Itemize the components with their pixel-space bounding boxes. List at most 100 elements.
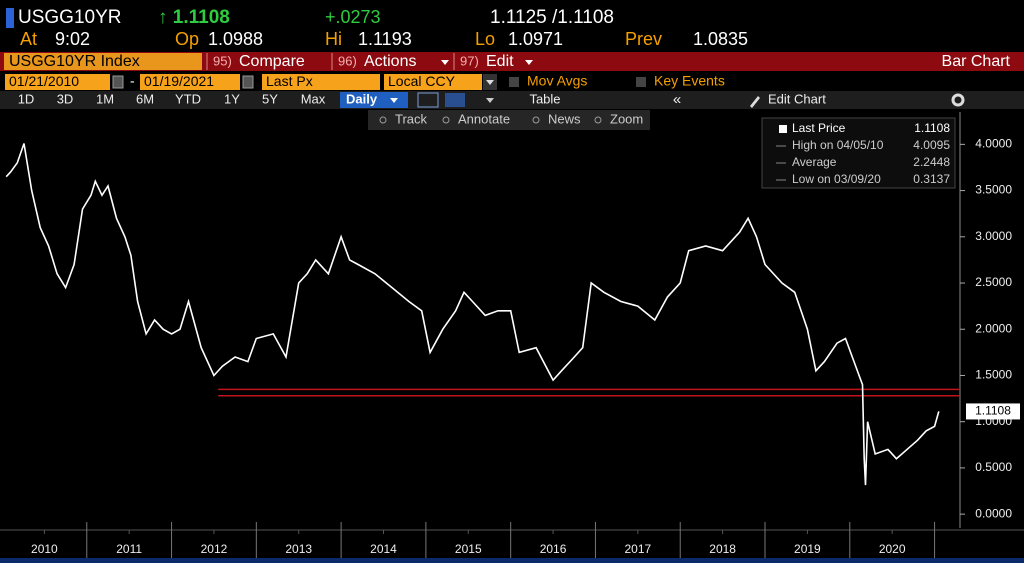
period-button[interactable]: 1D: [18, 91, 35, 106]
x-tick-label: 2012: [201, 542, 228, 556]
menu-key[interactable]: 95): [213, 53, 232, 68]
bar-icon[interactable]: [445, 93, 465, 107]
checkbox[interactable]: [509, 77, 519, 87]
security-box[interactable]: [4, 53, 202, 70]
stat-label: Prev: [625, 29, 662, 49]
tool-icon: [532, 116, 540, 124]
x-tick-label: 2018: [709, 542, 736, 556]
frequency[interactable]: Daily: [346, 91, 378, 106]
y-tick-label: 4.0000: [975, 137, 1012, 151]
stat-label: At: [20, 29, 37, 49]
start-date-box[interactable]: [5, 74, 110, 90]
y-tick-label: 3.5000: [975, 183, 1012, 197]
stat-label: Op: [175, 29, 199, 49]
start-date[interactable]: 01/21/2010: [9, 73, 79, 89]
stat-value: 1.0835: [693, 29, 748, 49]
checkbox[interactable]: [636, 77, 646, 87]
dropdown-arrow: [486, 80, 494, 85]
ticker: USGG10YR: [18, 7, 121, 28]
tool-icon: [379, 116, 387, 124]
collapse-button[interactable]: «: [673, 91, 681, 108]
tool-button[interactable]: Track: [395, 111, 428, 126]
x-tick-label: 2010: [31, 542, 58, 556]
y-tick-label: 2.0000: [975, 321, 1012, 335]
y-tick-label: 0.5000: [975, 460, 1012, 474]
y-tick-label: 3.0000: [975, 229, 1012, 243]
settings-icon[interactable]: [951, 93, 965, 107]
security[interactable]: USGG10YR Index: [9, 53, 140, 70]
currency[interactable]: Local CCY: [388, 73, 456, 89]
tool-bar: [368, 110, 650, 130]
last-price-tag-label: 1.1108: [975, 404, 1011, 418]
last-price-tag: [966, 403, 1020, 420]
option-label[interactable]: Mov Avgs: [527, 73, 587, 89]
legend-label: Average: [792, 155, 837, 169]
field[interactable]: Last Px: [266, 73, 313, 89]
frequency-box[interactable]: [340, 92, 408, 108]
period-bar: [0, 91, 1024, 109]
legend-box: [761, 117, 956, 189]
legend-label: Low on 03/09/20: [792, 172, 881, 186]
ticker-marker: [6, 8, 14, 28]
period-button[interactable]: YTD: [175, 91, 201, 106]
dropdown-arrow: [390, 98, 398, 103]
dropdown-arrow: [525, 60, 533, 65]
stat-value: 1.0988: [208, 29, 263, 49]
chart-type: Bar Chart: [942, 53, 1011, 70]
y-tick-label: 0.0000: [975, 506, 1012, 520]
stat-value: 9:02: [55, 29, 90, 49]
calendar-icon[interactable]: [242, 75, 254, 89]
stat-value: 1.1193: [358, 29, 412, 49]
menu-label[interactable]: Actions: [364, 53, 416, 70]
tool-button[interactable]: Annotate: [458, 111, 510, 126]
period-button[interactable]: 3D: [57, 91, 74, 106]
line-icon[interactable]: [417, 92, 439, 108]
legend-value: 2.2448: [913, 155, 950, 169]
end-date-box[interactable]: [140, 74, 240, 90]
period-button[interactable]: 5Y: [262, 91, 278, 106]
legend-value: 1.1108: [914, 121, 950, 135]
menu-key[interactable]: 96): [338, 53, 357, 68]
option-label[interactable]: Key Events: [654, 73, 725, 89]
dropdown-arrow: [441, 60, 449, 65]
date-separator: -: [130, 73, 135, 89]
x-tick-label: 2019: [794, 542, 821, 556]
field-box[interactable]: [262, 74, 380, 90]
menu-label[interactable]: Edit: [486, 53, 514, 70]
calendar-icon[interactable]: [112, 75, 124, 89]
table-button[interactable]: Table: [529, 91, 560, 106]
menu-bar: [0, 52, 1024, 71]
x-tick-label: 2011: [116, 542, 142, 556]
y-tick-label: 1.5000: [975, 368, 1012, 382]
y-tick-label: 2.5000: [975, 275, 1012, 289]
change: +.0273: [325, 7, 381, 27]
menu-key[interactable]: 97): [460, 53, 479, 68]
period-button[interactable]: 6M: [136, 91, 154, 106]
tool-button[interactable]: Zoom: [610, 111, 643, 126]
x-tick-label: 2016: [540, 542, 567, 556]
stat-label: Lo: [475, 29, 495, 49]
period-button[interactable]: 1M: [96, 91, 114, 106]
period-button[interactable]: 1Y: [224, 91, 240, 106]
dropdown-arrow: [486, 98, 494, 103]
legend-label: Last Price: [792, 121, 846, 135]
tool-button[interactable]: News: [548, 111, 581, 126]
tool-icon: [442, 116, 450, 124]
currency-box[interactable]: [384, 74, 482, 90]
menu-label[interactable]: Compare: [239, 53, 305, 70]
x-tick-label: 2020: [879, 542, 906, 556]
x-tick-label: 2017: [624, 542, 651, 556]
legend-swatch: [779, 125, 787, 133]
end-date[interactable]: 01/19/2021: [144, 73, 214, 89]
period-button[interactable]: Max: [301, 91, 326, 106]
x-tick-label: 2015: [455, 542, 482, 556]
tool-icon: [594, 116, 602, 124]
x-tick-label: 2013: [285, 542, 312, 556]
edit-chart[interactable]: Edit Chart: [768, 91, 826, 106]
pencil-icon: [750, 96, 760, 108]
x-tick-label: 2014: [370, 542, 397, 556]
stat-label: Hi: [325, 29, 342, 49]
bid-ask: 1.1125 /1.1108: [490, 7, 614, 28]
